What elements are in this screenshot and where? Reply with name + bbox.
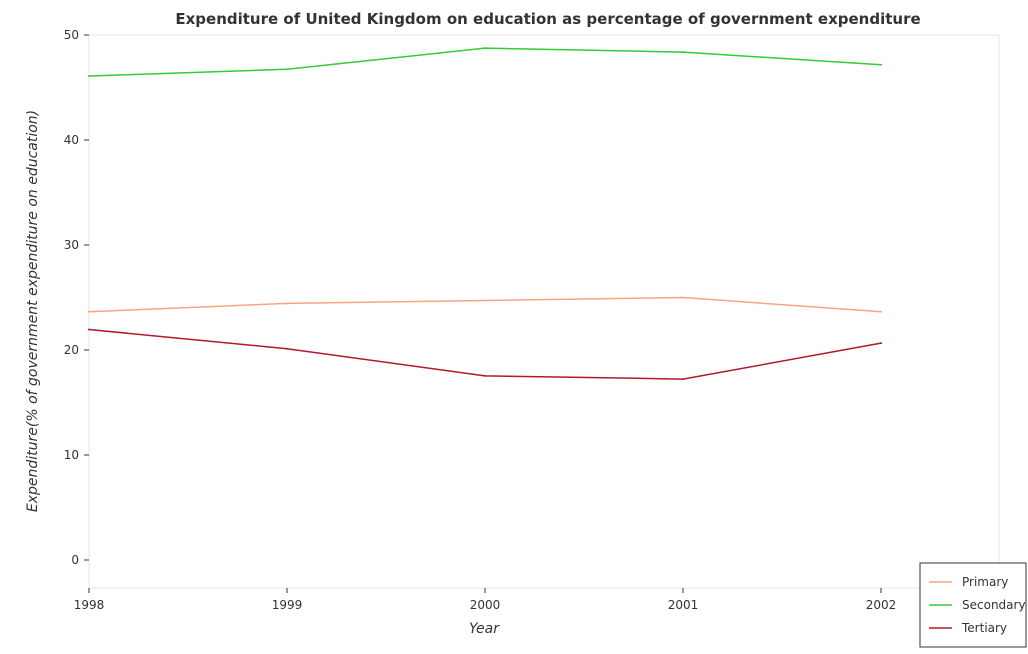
x-tick-label: 1998 — [74, 598, 105, 612]
chart-title: Expenditure of United Kingdom on educati… — [175, 10, 920, 28]
data-point-secondary — [682, 51, 684, 54]
data-point-tertiary — [286, 347, 288, 350]
data-point-secondary — [880, 63, 882, 66]
legend: Primary Secondary Tertiary — [919, 562, 1027, 648]
legend-label-secondary: Secondary — [962, 598, 1026, 612]
y-axis-label: Expenditure(% of government expenditure … — [25, 110, 41, 512]
x-tick-label: 2000 — [470, 598, 501, 612]
y-tick-label: 10 — [64, 448, 79, 462]
data-point-primary — [682, 296, 684, 299]
y-tick-label: 20 — [64, 343, 79, 357]
data-point-primary — [484, 299, 486, 302]
data-point-primary — [286, 302, 288, 305]
plot-area — [88, 34, 1000, 589]
data-point-primary — [880, 310, 882, 313]
x-tick-label: 2001 — [668, 598, 699, 612]
data-point-secondary — [88, 75, 90, 78]
legend-label-primary: Primary — [962, 575, 1008, 589]
series-layer — [88, 47, 882, 381]
legend-label-tertiary: Tertiary — [961, 621, 1007, 635]
data-point-primary — [88, 310, 90, 313]
y-tick-label: 50 — [64, 28, 79, 42]
series-primary — [88, 296, 882, 313]
y-tick-label: 30 — [64, 238, 79, 252]
series-secondary — [88, 47, 882, 78]
data-point-secondary — [484, 47, 486, 50]
data-point-tertiary — [88, 328, 90, 331]
y-axis: 0 10 20 30 40 50 — [64, 28, 89, 567]
x-axis: 1998 1999 2000 2001 2002 — [74, 588, 897, 612]
series-tertiary — [88, 328, 882, 381]
x-axis-label: Year — [469, 621, 500, 637]
data-point-secondary — [286, 68, 288, 71]
data-point-tertiary — [682, 378, 684, 381]
y-tick-label: 0 — [71, 553, 79, 567]
x-tick-label: 2002 — [866, 598, 897, 612]
data-point-tertiary — [880, 342, 882, 345]
x-tick-label: 1999 — [272, 598, 303, 612]
y-tick-label: 40 — [64, 133, 79, 147]
data-point-tertiary — [484, 374, 486, 377]
